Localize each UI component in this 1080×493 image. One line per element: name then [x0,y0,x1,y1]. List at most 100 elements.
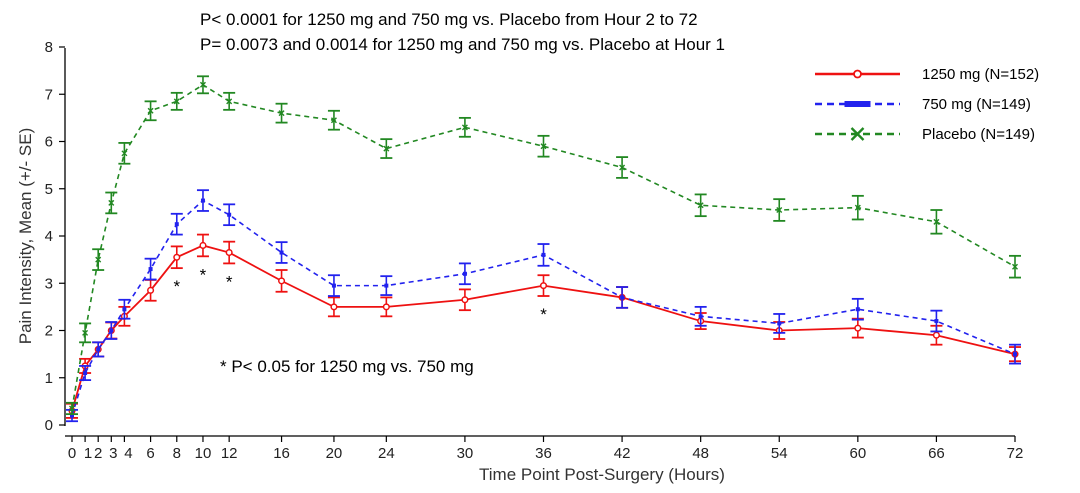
data-point [227,212,232,217]
data-point [96,347,101,352]
data-point [934,319,939,324]
data-point [1013,352,1017,357]
y-tick-label: 4 [45,228,53,245]
y-tick-label: 1 [45,370,53,387]
annotation-p-value-line-2: P= 0.0073 and 0.0014 for 1250 mg and 750… [200,35,725,54]
data-point-stroke [121,150,128,157]
data-point-stroke [95,256,102,263]
data-point-stroke [540,143,547,150]
legend-label: 750 mg (N=149) [922,96,1031,113]
data-point [108,199,115,206]
legend-item-0: 1250 mg (N=152) [815,66,1039,83]
series-2 [66,75,1021,416]
x-tick-label: 0 [68,445,76,462]
y-tick-label: 8 [45,39,53,56]
data-point-stroke [199,81,206,88]
x-tick-label: 4 [124,445,132,462]
y-tick-label: 2 [45,323,53,340]
x-tick-label: 54 [771,445,788,462]
significance-asterisk: * [226,272,233,291]
y-tick-label: 7 [45,86,53,103]
data-point [382,303,390,311]
x-tick-label: 10 [195,445,212,462]
y-tick-label: 0 [45,417,53,434]
data-point [776,207,783,214]
annotation-significance-note: * P< 0.05 for 1250 mg vs. 750 mg [220,357,474,376]
x-tick-label: 42 [614,445,631,462]
data-point [109,328,114,333]
data-point [620,295,625,300]
data-point-stroke [82,329,89,336]
series-line [71,244,1016,412]
x-tick-label: 36 [535,445,552,462]
data-point [540,143,547,150]
significance-asterisk: * [200,265,207,284]
data-point [174,222,179,227]
data-point-stroke [108,199,115,206]
data-point [932,331,940,339]
data-point-stroke [173,98,180,105]
x-tick-label: 60 [849,445,866,462]
legend-marker-stroke [850,127,865,141]
data-point-stroke [147,107,154,114]
legend-marker [850,127,865,141]
data-point [278,277,286,285]
data-point [619,164,626,171]
data-point [461,296,469,304]
x-tick-label: 12 [221,445,238,462]
x-tick-label: 16 [273,445,290,462]
series-1 [66,189,1021,423]
series-layer [66,75,1021,423]
y-axis-label: Pain Intensity, Mean (+/- SE) [16,128,35,345]
y-tick-label: 6 [45,134,53,151]
data-point-stroke [854,204,861,211]
data-point-stroke [619,164,626,171]
data-point [147,107,154,114]
data-point [383,145,390,152]
data-point [82,329,89,336]
legend-marker [853,69,862,79]
x-axis-label: Time Point Post-Surgery (Hours) [479,465,725,484]
data-point [173,253,181,261]
data-point-stroke [776,207,783,214]
data-point [541,252,546,257]
data-point-stroke [226,98,233,105]
data-point [148,267,153,272]
data-point [697,202,704,209]
legend-label: Placebo (N=149) [922,126,1035,143]
legend-item-1: 750 mg (N=149) [815,96,1031,113]
data-point-stroke [933,218,940,225]
legend-label: 1250 mg (N=152) [922,66,1039,83]
data-point [147,286,155,294]
annotation-p-value-line-1: P< 0.0001 for 1250 mg and 750 mg vs. Pla… [200,10,698,29]
data-point [122,307,127,312]
data-point-stroke [461,124,468,131]
data-point [226,98,233,105]
data-point [83,371,88,376]
data-point [173,98,180,105]
data-point [461,124,468,131]
x-tick-label: 20 [326,445,343,462]
significance-markers: * * * * [173,265,547,324]
significance-asterisk: * [540,305,547,324]
data-point [855,307,860,312]
data-point [70,413,74,418]
data-point-stroke [69,405,75,412]
data-point [121,150,128,157]
data-point [199,241,207,249]
x-tick-label: 66 [928,445,945,462]
x-ticks: 0 1 2 3 4 6 8 10 12 16 20 24 30 36 42 48 54 60 66 72 [68,436,1023,462]
series-line [71,83,1016,409]
x-tick-label: 6 [146,445,154,462]
data-point-stroke [278,110,285,117]
data-point [279,250,284,255]
data-point [330,117,337,124]
data-point [330,303,338,311]
data-point [384,283,389,288]
data-point [278,110,285,117]
x-tick-label: 48 [692,445,709,462]
data-point-stroke [383,145,390,152]
legend-item-2: Placebo (N=149) [815,126,1035,143]
data-point [698,314,703,319]
